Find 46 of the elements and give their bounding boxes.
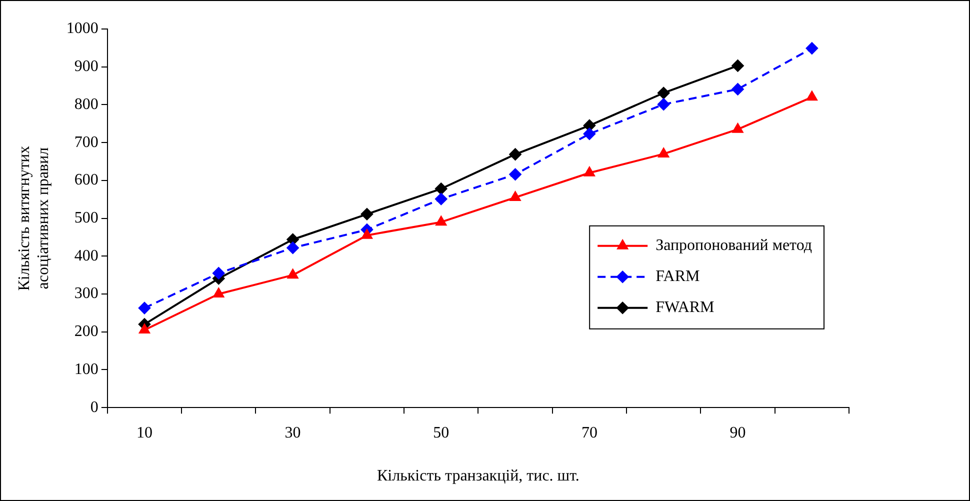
point (213, 288, 224, 298)
y-tick-label: 900 (74, 58, 98, 76)
point (435, 182, 448, 195)
y-axis-title: Кількість витягнутих асоціативних правил (16, 146, 52, 291)
point (139, 324, 150, 334)
x-tick-label: 30 (284, 424, 301, 442)
x-tick-label: 50 (433, 424, 450, 442)
point (658, 148, 669, 158)
point (362, 229, 372, 239)
point (658, 98, 670, 110)
y-tick-label: 500 (74, 210, 98, 227)
x-tick-label: 70 (581, 424, 598, 442)
point (212, 267, 225, 280)
y-tick-label: 200 (74, 323, 98, 340)
y-tick-label: 600 (74, 172, 98, 189)
legend-label: FWARM (656, 299, 714, 316)
point (509, 148, 522, 160)
point (509, 168, 522, 180)
point (286, 234, 299, 246)
y-tick-label: 800 (74, 96, 98, 113)
point (510, 191, 521, 201)
point (732, 123, 744, 133)
point (360, 208, 373, 220)
y-tick-label: 0 (90, 398, 98, 416)
point (436, 216, 446, 226)
x-tick-label: 10 (136, 424, 152, 442)
y-tick-label: 100 (74, 360, 98, 378)
x-axis-title: Кількість транзакцій, тис. шт. (377, 468, 580, 485)
legend-label: FARM (656, 268, 700, 286)
point (435, 192, 448, 205)
point (806, 42, 818, 54)
y-tick-label: 1000 (66, 20, 98, 38)
y-tick-label: 300 (74, 285, 98, 302)
legend-label: Запропонований метод (656, 237, 812, 254)
point (286, 242, 299, 254)
point (732, 83, 744, 96)
point (287, 269, 298, 279)
point (806, 91, 818, 101)
point (584, 166, 595, 176)
point (583, 128, 596, 140)
point (658, 86, 670, 99)
x-tick-label: 90 (730, 424, 746, 442)
y-tick-label: 700 (74, 134, 98, 151)
y-tick-label: 400 (74, 247, 98, 264)
point (732, 60, 744, 72)
point (138, 302, 150, 314)
